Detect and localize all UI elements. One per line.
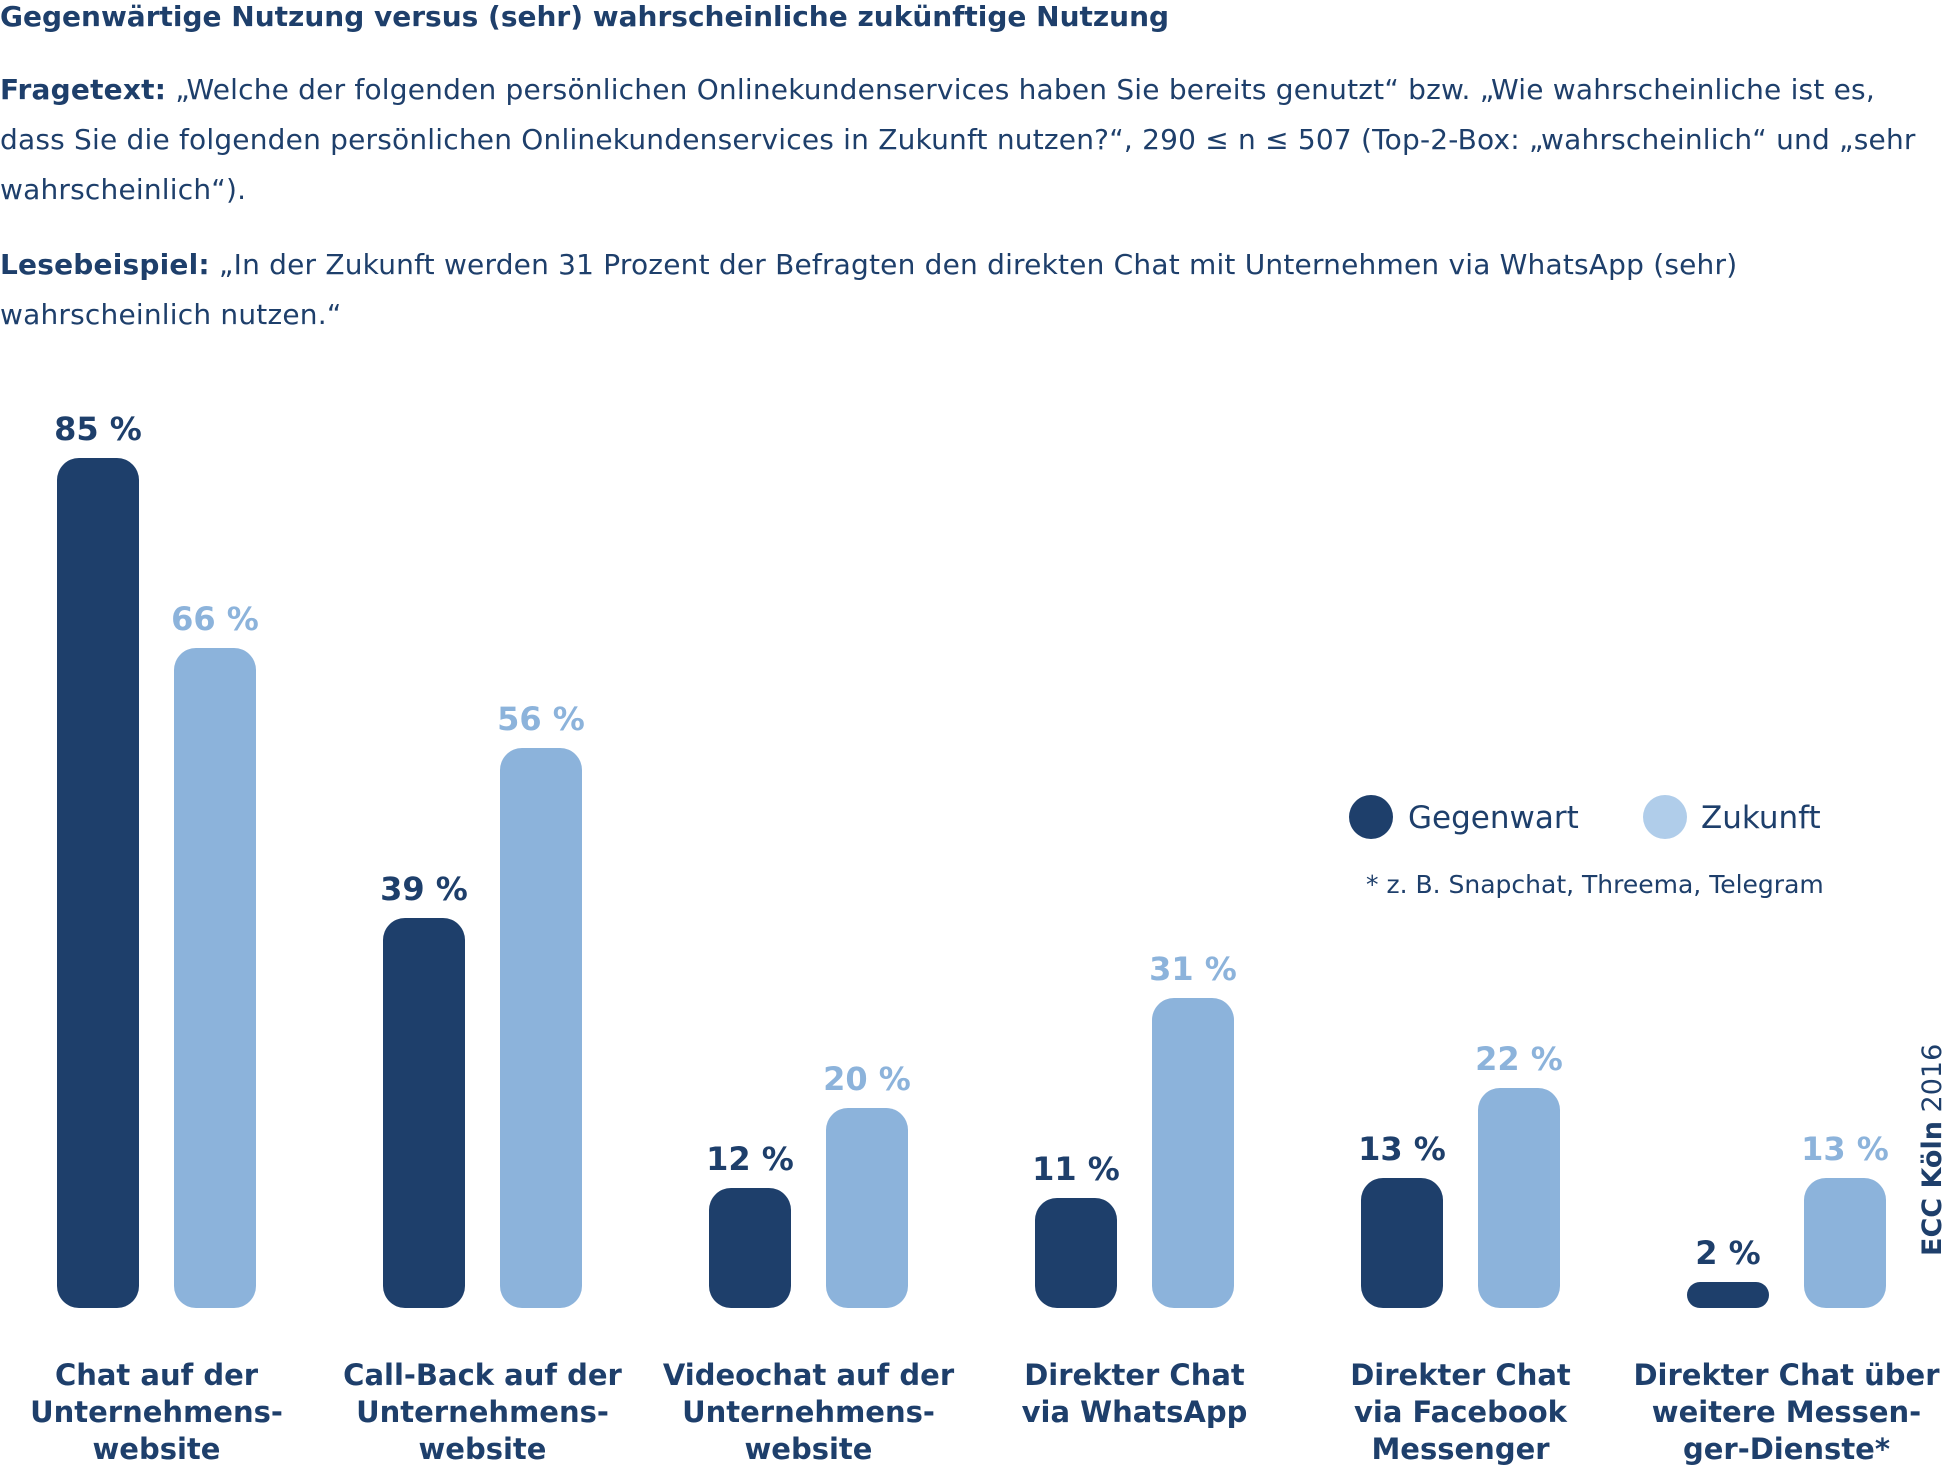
category-label-1: Call-Back auf der Unternehmens-website bbox=[343, 1358, 622, 1466]
legend: Gegenwart Zukunft bbox=[1349, 795, 1821, 839]
chart-title: Gegenwärtige Nutzung versus (sehr) wahrs… bbox=[0, 0, 1170, 33]
category-label-line: Direkter Chat bbox=[1350, 1358, 1571, 1392]
category-label-3: Direkter Chat via WhatsApp bbox=[1022, 1358, 1248, 1429]
footnote: * z. B. Snapchat, Threema, Telegram bbox=[1366, 870, 1824, 899]
value-label-gegenwart-5: 2 % bbox=[1695, 1234, 1760, 1272]
category-label-line: weitere Messen- bbox=[1652, 1395, 1921, 1429]
reading-example-label: Lesebeispiel: bbox=[0, 248, 210, 281]
category-label-2: Videochat auf der Unternehmens-website bbox=[663, 1358, 955, 1466]
bar-gegenwart-3 bbox=[1035, 1198, 1117, 1308]
bar-gegenwart-1 bbox=[383, 918, 465, 1308]
category-label-line: website bbox=[745, 1432, 873, 1466]
value-label-zukunft-3: 31 % bbox=[1149, 950, 1237, 988]
category-label-line: website bbox=[93, 1432, 221, 1466]
bar-zukunft-3 bbox=[1152, 998, 1234, 1308]
question-text: Fragetext: „Welche der folgenden persönl… bbox=[0, 65, 1937, 215]
category-label-line: Chat auf der bbox=[55, 1358, 259, 1392]
category-label-line: website bbox=[419, 1432, 547, 1466]
reading-example-body: „In der Zukunft werden 31 Prozent der Be… bbox=[0, 248, 1738, 331]
value-label-zukunft-5: 13 % bbox=[1801, 1130, 1889, 1168]
category-label-line: ger-Dienste* bbox=[1683, 1432, 1890, 1466]
category-label-line: Call-Back auf der bbox=[343, 1358, 622, 1392]
bar-gegenwart-5 bbox=[1687, 1282, 1769, 1308]
category-label-0: Chat auf der Unternehmens-website bbox=[30, 1358, 283, 1466]
reading-example: Lesebeispiel: „In der Zukunft werden 31 … bbox=[0, 240, 1937, 340]
category-label-line: Direkter Chat bbox=[1024, 1358, 1245, 1392]
value-labels-group: 85 % 66 % 39 % 56 % 12 % 20 % 11 % 31 % 13 % 22 %… bbox=[54, 410, 1889, 1272]
bar-zukunft-0 bbox=[174, 648, 256, 1308]
category-label-line: Videochat auf der bbox=[663, 1358, 955, 1392]
value-label-zukunft-2: 20 % bbox=[823, 1060, 911, 1098]
value-label-zukunft-0: 66 % bbox=[171, 600, 259, 638]
legend-label-gegenwart: Gegenwart bbox=[1408, 800, 1579, 836]
value-label-gegenwart-2: 12 % bbox=[706, 1140, 794, 1178]
category-label-line: Unternehmens- bbox=[682, 1395, 935, 1429]
category-label-line: via WhatsApp bbox=[1022, 1395, 1248, 1429]
value-label-zukunft-1: 56 % bbox=[497, 700, 585, 738]
legend-label-zukunft: Zukunft bbox=[1701, 800, 1821, 836]
source-credit: ECC Köln 2016 bbox=[1917, 1044, 1947, 1256]
bar-gegenwart-4 bbox=[1361, 1178, 1443, 1308]
bar-zukunft-2 bbox=[826, 1108, 908, 1308]
category-label-5: Direkter Chat über weitere Messen-ger-Die… bbox=[1633, 1358, 1940, 1466]
legend-swatch-gegenwart bbox=[1349, 795, 1393, 839]
question-text-body: „Welche der folgenden persönlichen Onlin… bbox=[0, 73, 1916, 206]
bar-zukunft-5 bbox=[1804, 1178, 1886, 1308]
source-name: ECC Köln bbox=[1917, 1121, 1947, 1256]
category-label-line: Direkter Chat über bbox=[1633, 1358, 1940, 1392]
category-label-line: via Facebook bbox=[1354, 1395, 1568, 1429]
value-label-gegenwart-1: 39 % bbox=[380, 870, 468, 908]
category-label-4: Direkter Chat via Facebook Messenger bbox=[1350, 1358, 1571, 1466]
bar-zukunft-1 bbox=[500, 748, 582, 1308]
source-year: 2016 bbox=[1917, 1043, 1947, 1113]
category-label-line: Unternehmens- bbox=[356, 1395, 609, 1429]
value-label-gegenwart-4: 13 % bbox=[1358, 1130, 1446, 1168]
question-text-label: Fragetext: bbox=[0, 73, 167, 106]
bars-group bbox=[57, 458, 1886, 1308]
category-label-line: Unternehmens- bbox=[30, 1395, 283, 1429]
bar-gegenwart-2 bbox=[709, 1188, 791, 1308]
value-label-zukunft-4: 22 % bbox=[1475, 1040, 1563, 1078]
bar-zukunft-4 bbox=[1478, 1088, 1560, 1308]
bar-gegenwart-0 bbox=[57, 458, 139, 1308]
value-label-gegenwart-3: 11 % bbox=[1032, 1150, 1120, 1188]
category-labels-group: Chat auf der Unternehmens-websiteCall-Bac… bbox=[30, 1358, 1940, 1466]
legend-swatch-zukunft bbox=[1643, 795, 1687, 839]
category-label-line: Messenger bbox=[1371, 1432, 1550, 1466]
value-label-gegenwart-0: 85 % bbox=[54, 410, 142, 448]
